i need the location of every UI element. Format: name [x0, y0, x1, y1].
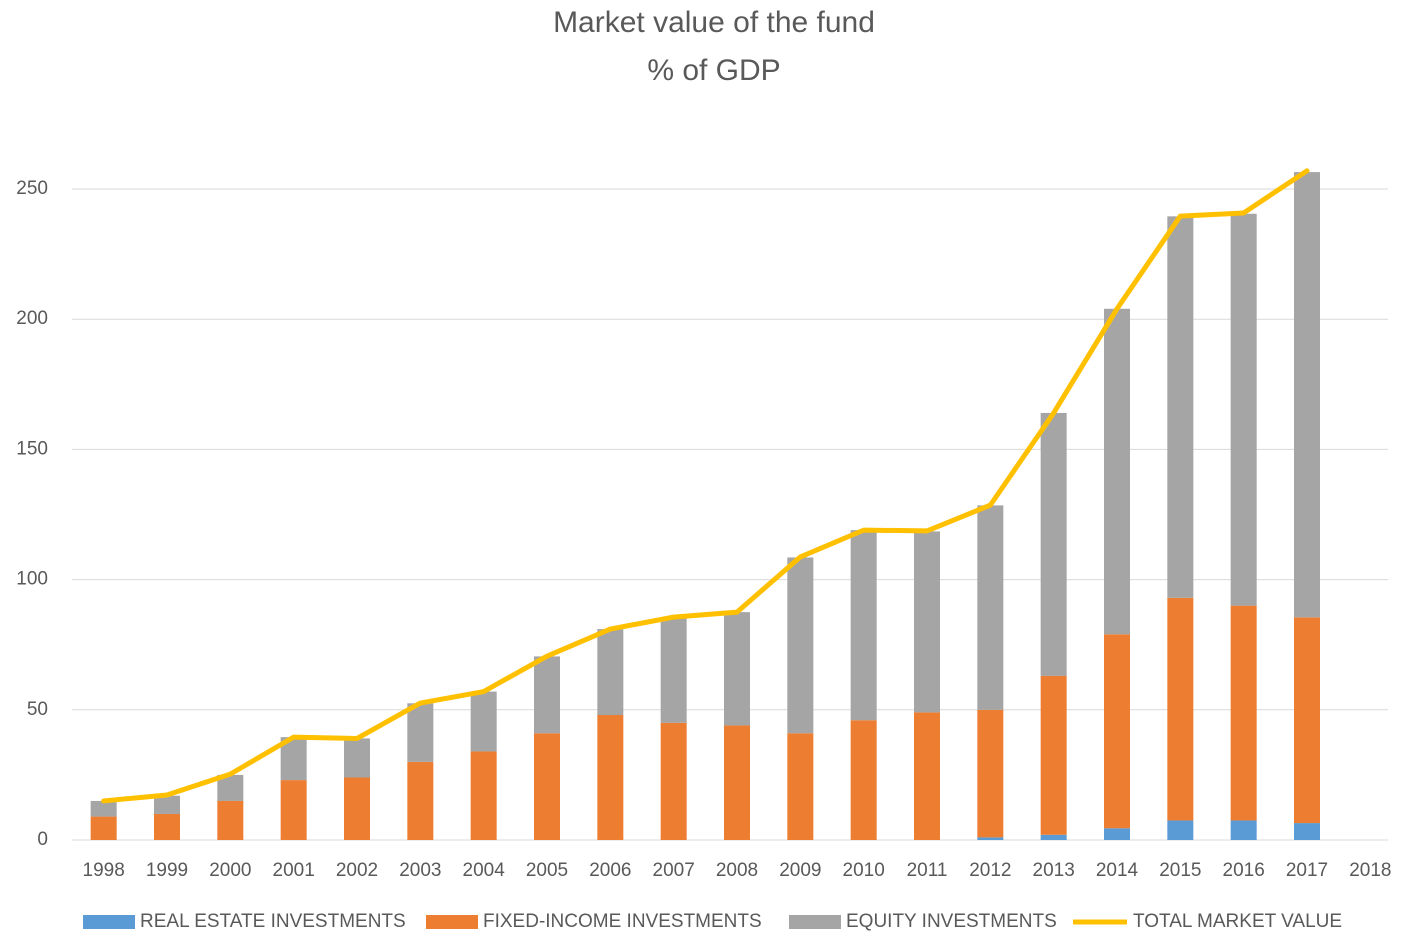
- bar-segment: [597, 629, 624, 716]
- bar-segment: [1040, 412, 1067, 676]
- y-tick-label: 250: [16, 178, 48, 199]
- legend-label: FIXED-INCOME INVESTMENTS: [483, 911, 762, 932]
- x-tick-label: 2013: [1033, 860, 1075, 881]
- x-tick-label: 2010: [843, 860, 885, 881]
- y-tick-label: 200: [16, 308, 48, 329]
- bar-segment: [1230, 213, 1257, 606]
- bar-segment: [344, 777, 370, 840]
- line-series: [101, 168, 1310, 804]
- x-tick-label: 2008: [716, 860, 758, 881]
- bar-segment: [1294, 617, 1320, 824]
- x-tick-label: 2009: [779, 860, 821, 881]
- bar-segment: [1167, 597, 1194, 821]
- bar-segment: [1230, 820, 1257, 840]
- y-tick-label: 0: [37, 829, 48, 850]
- bar-segment: [977, 837, 1004, 840]
- bar-segment: [280, 780, 307, 840]
- bar-segment: [660, 722, 687, 840]
- bar-segment: [850, 720, 877, 840]
- bar-segment: [154, 795, 180, 814]
- bar-segment: [914, 531, 940, 713]
- chart-title: Market value of the fund: [553, 6, 875, 39]
- x-tick-label: 2015: [1159, 860, 1201, 881]
- bar-segment: [1294, 172, 1320, 618]
- x-tick-label: 1998: [83, 860, 125, 881]
- bar-segment: [407, 761, 434, 840]
- x-tick-label: 2001: [273, 860, 315, 881]
- y-tick-label: 100: [16, 569, 48, 590]
- legend-swatch: [789, 915, 841, 929]
- legend-swatch: [426, 915, 478, 929]
- bar-segment: [470, 751, 497, 840]
- bar-segment: [90, 800, 117, 817]
- bar-segment: [914, 712, 940, 840]
- y-tick-label: 150: [16, 438, 48, 459]
- bar-segment: [90, 816, 117, 840]
- bar-segment: [154, 813, 180, 840]
- bar-segment: [787, 557, 814, 734]
- bar-segment: [217, 800, 244, 840]
- bar-segment: [724, 612, 750, 726]
- bar-segment: [1040, 675, 1067, 835]
- bar-segment: [1230, 605, 1257, 821]
- bar-segment: [977, 505, 1004, 710]
- x-tick-label: 2018: [1349, 860, 1391, 881]
- legend-label: REAL ESTATE INVESTMENTS: [140, 911, 406, 932]
- bar-segment: [1167, 820, 1194, 840]
- bar-segment: [1104, 308, 1130, 635]
- x-tick-label: 2002: [336, 860, 378, 881]
- bar-segment: [977, 709, 1004, 838]
- x-tick-label: 2000: [209, 860, 251, 881]
- bar-segment: [787, 733, 814, 840]
- chart-subtitle: % of GDP: [647, 54, 780, 87]
- x-tick-label: 1999: [146, 860, 188, 881]
- bar-segment: [1294, 823, 1320, 840]
- bar-segment: [1167, 216, 1194, 598]
- bar-segment: [470, 691, 497, 752]
- x-tick-label: 2004: [463, 860, 506, 881]
- legend-label: TOTAL MARKET VALUE: [1133, 911, 1342, 932]
- bar-segment: [724, 725, 750, 840]
- x-tick-label: 2003: [399, 860, 441, 881]
- x-tick-label: 2011: [907, 860, 948, 881]
- legend-label: EQUITY INVESTMENTS: [846, 911, 1057, 932]
- bar-segment: [1104, 828, 1130, 840]
- x-tick-label: 2005: [526, 860, 568, 881]
- x-tick-label: 2016: [1223, 860, 1265, 881]
- x-tick-label: 2007: [653, 860, 695, 881]
- bar-segment: [660, 617, 687, 723]
- bar-segment: [344, 738, 370, 778]
- x-tick-label: 2006: [589, 860, 631, 881]
- x-tick-label: 2014: [1096, 860, 1139, 881]
- x-tick-label: 2012: [969, 860, 1011, 881]
- legend-swatch: [83, 915, 135, 929]
- y-tick-label: 50: [27, 699, 48, 720]
- x-tick-label: 2017: [1286, 860, 1328, 881]
- bar-segment: [850, 530, 877, 721]
- bar-segment: [597, 715, 624, 840]
- bar-segment: [407, 703, 434, 762]
- bar-segment: [1040, 834, 1067, 840]
- bar-segment: [1104, 634, 1130, 829]
- bar-segment: [534, 656, 560, 734]
- bar-segment: [534, 733, 560, 840]
